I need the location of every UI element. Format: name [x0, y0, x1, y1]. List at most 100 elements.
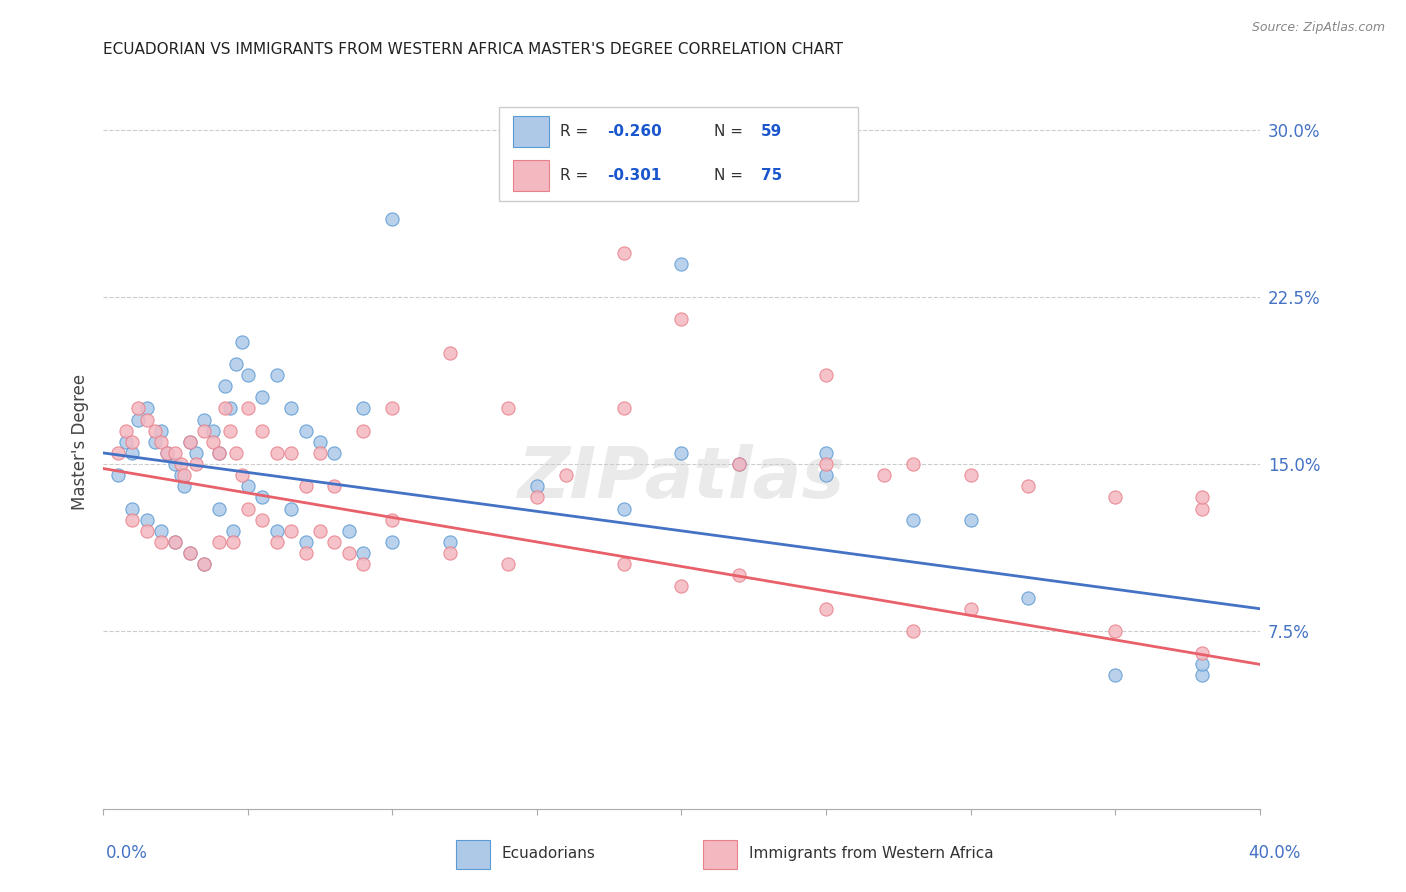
Point — [280, 446, 302, 460]
Point — [526, 479, 548, 493]
Point — [1191, 668, 1213, 682]
Point — [201, 424, 224, 438]
Point — [323, 479, 346, 493]
Text: -0.301: -0.301 — [607, 169, 661, 184]
Point — [208, 446, 231, 460]
Point — [208, 446, 231, 460]
Text: 0.0%: 0.0% — [105, 844, 148, 862]
Point — [280, 501, 302, 516]
Point — [526, 491, 548, 505]
Point — [337, 546, 360, 560]
Point — [280, 401, 302, 416]
Point — [294, 546, 316, 560]
Bar — [513, 116, 550, 147]
Point — [959, 513, 981, 527]
Point — [149, 434, 172, 449]
Point — [901, 513, 924, 527]
Point — [121, 513, 143, 527]
Point — [184, 446, 207, 460]
Point — [266, 368, 288, 382]
Point — [201, 434, 224, 449]
Point — [219, 424, 242, 438]
Text: ECUADORIAN VS IMMIGRANTS FROM WESTERN AFRICA MASTER'S DEGREE CORRELATION CHART: ECUADORIAN VS IMMIGRANTS FROM WESTERN AF… — [103, 42, 844, 57]
Point — [115, 424, 138, 438]
Point — [381, 212, 404, 227]
Point — [352, 546, 374, 560]
Point — [294, 535, 316, 549]
Point — [526, 145, 548, 160]
Text: 59: 59 — [761, 124, 782, 139]
Point — [352, 424, 374, 438]
Point — [121, 501, 143, 516]
Text: -0.260: -0.260 — [607, 124, 661, 139]
Point — [959, 468, 981, 483]
Point — [179, 434, 201, 449]
Point — [613, 558, 636, 572]
Bar — [456, 840, 489, 869]
Point — [231, 468, 253, 483]
Point — [352, 401, 374, 416]
Point — [613, 245, 636, 260]
Text: R =: R = — [560, 169, 593, 184]
Point — [236, 368, 259, 382]
Point — [143, 424, 166, 438]
Point — [107, 468, 129, 483]
Point — [309, 446, 332, 460]
Point — [671, 257, 693, 271]
Point — [149, 535, 172, 549]
Point — [135, 524, 157, 538]
FancyBboxPatch shape — [499, 107, 858, 201]
Point — [179, 546, 201, 560]
Point — [208, 501, 231, 516]
Text: Ecuadorians: Ecuadorians — [502, 847, 596, 861]
Point — [225, 357, 247, 371]
Point — [156, 446, 179, 460]
Text: 75: 75 — [761, 169, 782, 184]
Point — [554, 468, 576, 483]
Point — [107, 446, 129, 460]
Point — [671, 446, 693, 460]
Point — [156, 446, 179, 460]
Point — [135, 412, 157, 426]
Point — [439, 546, 461, 560]
Point — [728, 457, 751, 471]
Point — [173, 479, 195, 493]
Point — [294, 424, 316, 438]
Point — [135, 401, 157, 416]
Point — [219, 401, 242, 416]
Point — [280, 524, 302, 538]
Text: N =: N = — [714, 169, 748, 184]
Point — [439, 345, 461, 359]
Point — [135, 513, 157, 527]
Point — [231, 334, 253, 349]
Point — [1191, 501, 1213, 516]
Point — [381, 513, 404, 527]
Point — [214, 379, 236, 393]
Point — [266, 535, 288, 549]
Point — [149, 524, 172, 538]
Point — [901, 457, 924, 471]
Point — [1104, 624, 1126, 638]
Point — [179, 546, 201, 560]
Point — [1104, 491, 1126, 505]
Point — [873, 468, 896, 483]
Point — [250, 390, 273, 404]
Point — [728, 568, 751, 582]
Point — [1191, 646, 1213, 660]
Point — [250, 424, 273, 438]
Point — [193, 412, 215, 426]
Point — [193, 424, 215, 438]
Point — [127, 412, 149, 426]
Point — [814, 601, 837, 615]
Point — [294, 479, 316, 493]
Point — [496, 401, 519, 416]
Point — [814, 446, 837, 460]
Point — [814, 457, 837, 471]
Point — [496, 558, 519, 572]
Text: Immigrants from Western Africa: Immigrants from Western Africa — [749, 847, 994, 861]
Point — [352, 558, 374, 572]
Point — [309, 524, 332, 538]
Point — [115, 434, 138, 449]
Point — [173, 468, 195, 483]
Point — [439, 535, 461, 549]
